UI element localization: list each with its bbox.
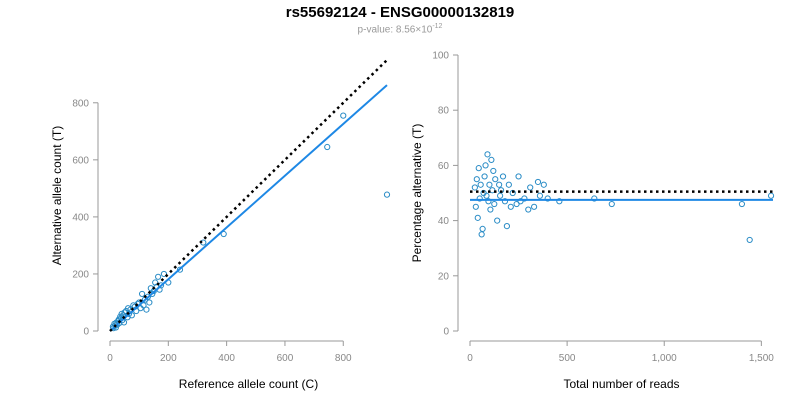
p0-data-point <box>324 143 331 151</box>
p1-data-point <box>591 195 598 202</box>
p1-data-point <box>496 181 503 188</box>
p0-data-point <box>146 299 153 306</box>
p1-data-point <box>738 200 746 208</box>
p0-data-point <box>383 191 391 198</box>
p0-data-point <box>118 310 125 317</box>
allele-count-plot: 0 200 400 600 800 0 200 400 600 800 Reference alle… <box>50 59 391 391</box>
page-title: rs55692124 - ENSG00000132819 <box>285 4 515 21</box>
p0-data-point <box>340 112 347 119</box>
p1-data-point <box>503 223 511 230</box>
p-value-exponent: -12 <box>432 23 443 30</box>
p1-data-point <box>505 181 512 188</box>
p1-data-point <box>479 225 486 232</box>
p1-y-tick-label: 40 <box>438 216 450 227</box>
p0-data-point <box>143 306 150 313</box>
p1-y-tick-label: 100 <box>432 51 449 62</box>
p1-data-point <box>481 173 488 180</box>
p1-data-point <box>486 181 493 188</box>
percentage-alternative-plot: 0 500 1,000 1,500 0 20 40 60 80 100 Total number o… <box>410 51 774 392</box>
p1-data-point <box>501 198 509 205</box>
p1-data-point <box>507 203 514 210</box>
p0-y-tick-label: 800 <box>72 98 89 109</box>
p1-y-tick-label: 60 <box>438 161 450 172</box>
p0-data-point <box>176 266 184 273</box>
p1-data-point <box>485 198 492 205</box>
p1-data-point <box>494 217 501 224</box>
p1-data-point <box>472 203 479 210</box>
p1-y-tick-label: 20 <box>438 271 450 282</box>
p1-data-point <box>482 162 489 169</box>
p1-data-point <box>471 184 478 191</box>
p1-x-tick-label: 1,000 <box>652 353 677 364</box>
p1-data-point <box>489 187 496 194</box>
p-value-text: p-value: 8.56×10 <box>357 24 433 36</box>
p1-data-point <box>540 181 547 188</box>
p1-x-tick-label: 0 <box>467 353 473 364</box>
p0-y-tick-label: 0 <box>83 327 89 338</box>
p1-data-point <box>534 178 542 186</box>
p0-data-point <box>220 230 227 238</box>
p1-data-point <box>521 195 528 202</box>
p0-data-point <box>155 273 162 280</box>
p1-x-axis-label: Total number of reads <box>563 377 679 391</box>
p1-data-point <box>530 203 538 210</box>
p1-data-point <box>499 173 507 180</box>
p1-data-point <box>525 206 532 213</box>
p0-x-tick-label: 800 <box>335 353 352 364</box>
p1-data-point <box>490 167 497 175</box>
p0-y-tick-label: 400 <box>72 212 89 223</box>
p0-x-tick-label: 600 <box>277 353 294 364</box>
p0-x-tick-label: 400 <box>218 353 235 364</box>
p1-data-point <box>484 151 491 158</box>
p1-y-axis-label: Percentage alternative (T) <box>410 124 424 263</box>
p1-data-point <box>491 200 498 208</box>
p0-reference-line <box>109 59 388 332</box>
p1-data-point <box>515 173 522 180</box>
p0-fit-line <box>109 84 388 332</box>
p1-data-point <box>497 192 504 199</box>
p1-data-point <box>608 200 615 208</box>
p1-data-point <box>475 165 482 172</box>
p1-data-point <box>473 176 480 183</box>
p1-x-tick-label: 1,500 <box>749 353 774 364</box>
p1-data-point <box>476 195 483 202</box>
p1-data-point <box>767 192 775 199</box>
p0-x-tick-label: 0 <box>107 353 113 364</box>
p0-y-tick-label: 600 <box>72 155 89 166</box>
p1-data-point <box>483 192 490 199</box>
page-subtitle: p-value: 8.56×10-12 <box>0 23 800 35</box>
p1-data-point <box>536 192 544 199</box>
p1-y-tick-label: 0 <box>443 327 449 338</box>
p1-data-point <box>487 206 494 213</box>
p1-data-point <box>488 156 495 163</box>
p1-data-point <box>556 198 563 205</box>
p1-data-point <box>544 195 551 202</box>
p1-x-tick-label: 500 <box>559 353 576 364</box>
p1-data-point <box>527 184 534 191</box>
p1-data-point <box>477 181 484 188</box>
p1-data-point <box>746 236 753 244</box>
p0-y-axis-label: Alternative allele count (T) <box>50 126 64 265</box>
p1-data-point <box>474 214 481 221</box>
p0-data-point <box>138 290 146 298</box>
p0-data-point <box>140 302 147 309</box>
p1-data-point <box>478 231 485 238</box>
p0-data-point <box>125 310 133 317</box>
p0-y-tick-label: 200 <box>72 269 89 280</box>
p0-x-axis-label: Reference allele count (C) <box>179 377 318 391</box>
p0-x-tick-label: 200 <box>160 353 177 364</box>
p1-data-point <box>492 176 499 183</box>
p1-y-tick-label: 80 <box>438 106 450 117</box>
